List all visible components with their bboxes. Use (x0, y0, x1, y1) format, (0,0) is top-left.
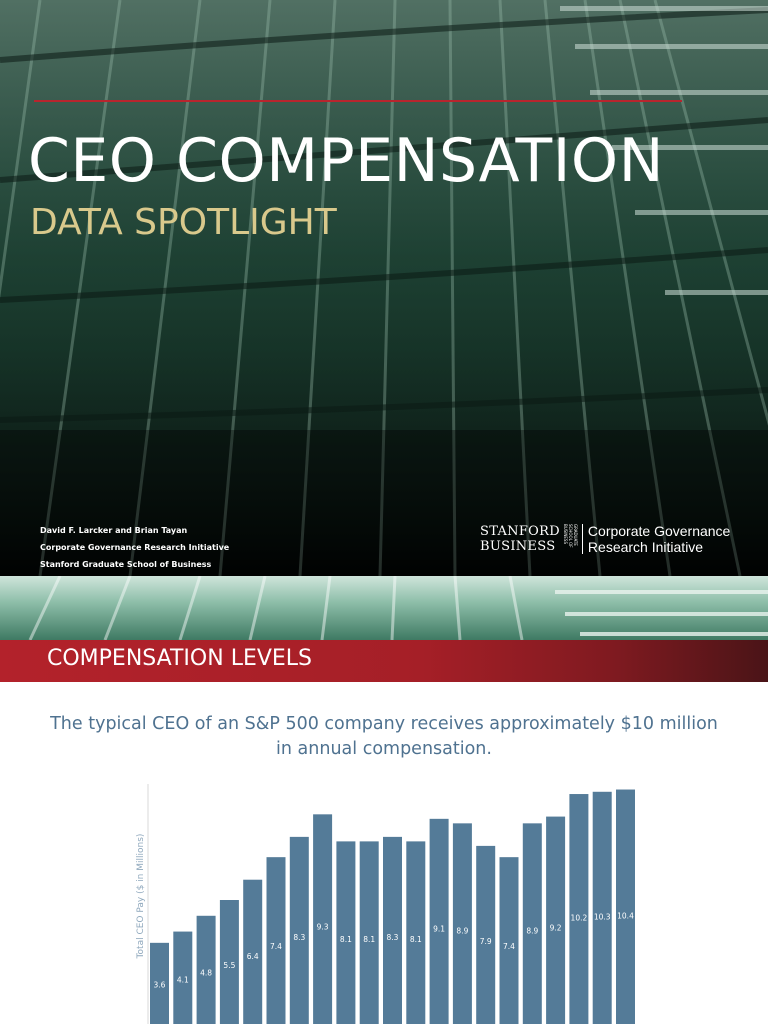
title-accent-line (34, 100, 682, 102)
chart-bar (289, 836, 309, 1024)
section-slide: COMPENSATION LEVELS The typical CEO of a… (0, 576, 768, 1024)
banner-building-photo (0, 576, 768, 640)
slide-subtitle: DATA SPOTLIGHT (30, 202, 337, 243)
chart-bar (173, 931, 193, 1024)
chart-bar (499, 857, 519, 1024)
chart-data-label: 3.6 (154, 980, 166, 989)
cgri-wordmark: Corporate Governance Research Initiative (588, 523, 730, 555)
chart-y-axis-label: Total CEO Pay ($ in Millions) (136, 834, 146, 960)
chart-data-label: 8.9 (456, 927, 468, 936)
chart-data-label: 8.3 (293, 933, 305, 942)
credit-initiative: Corporate Governance Research Initiative (40, 543, 230, 552)
building-facade-background (0, 0, 768, 576)
logo-business-text: BUSINESS (480, 539, 556, 554)
chart-data-label: 10.4 (617, 911, 634, 920)
ceo-pay-bar-chart: Total CEO Pay ($ in Millions) 3.6 4.1 4.8 5… (136, 784, 635, 1024)
chart-bars (150, 789, 635, 1024)
section-banner: COMPENSATION LEVELS (0, 640, 768, 682)
credit-authors: David F. Larcker and Brian Tayan (40, 526, 188, 535)
chart-data-label: 8.9 (526, 927, 538, 936)
chart-data-label: 10.2 (571, 914, 588, 923)
chart-bar (452, 823, 472, 1024)
chart-data-label: 9.2 (550, 924, 562, 933)
chart-bar (196, 915, 216, 1024)
chart-bar (476, 845, 496, 1024)
banner-facade-graphic (28, 576, 768, 640)
chart-data-label: 7.4 (270, 942, 282, 951)
chart-data-label: 7.4 (503, 942, 515, 951)
chart-bar (569, 794, 589, 1024)
chart-data-label: 5.5 (223, 961, 235, 970)
stanford-business-wordmark: STANFORD BUSINESS (480, 524, 560, 554)
chart-bar (383, 836, 402, 1024)
chart-bar (592, 791, 612, 1024)
chart-bar (219, 900, 239, 1024)
chart-bar (522, 823, 542, 1024)
chart-data-label: 7.9 (480, 937, 492, 946)
title-slide: CEO COMPENSATION DATA SPOTLIGHT David F.… (0, 0, 768, 576)
chart-data-label: 9.1 (433, 925, 445, 934)
chart-bar (616, 789, 635, 1024)
slide-title: CEO COMPENSATION (28, 126, 665, 196)
credit-school: Stanford Graduate School of Business (40, 560, 212, 569)
chart-data-label: 6.4 (247, 952, 259, 961)
chart-bar (429, 818, 449, 1024)
chart-headline: The typical CEO of an S&P 500 company re… (50, 714, 718, 759)
chart-data-label: 8.3 (387, 933, 399, 942)
logo-stanford-text: STANFORD (480, 524, 560, 539)
chart-bar (359, 841, 379, 1024)
section-title: COMPENSATION LEVELS (47, 646, 313, 671)
chart-data-label: 8.1 (363, 935, 375, 944)
stanford-cgri-logo: STANFORD BUSINESS GRADUATE SCHOOL OF BUS… (480, 520, 730, 558)
chart-bar (336, 841, 356, 1024)
chart-data-label: 9.3 (317, 923, 329, 932)
logo-cgri-line1: Corporate Governance (587, 523, 731, 539)
logo-cgri-line2: Research Initiative (587, 539, 704, 555)
chart-data-label: 4.8 (200, 968, 212, 977)
chart-data-label: 8.1 (340, 935, 352, 944)
logo-divider (581, 524, 583, 554)
chart-data-label: 4.1 (177, 975, 189, 984)
chart-bar (406, 841, 426, 1024)
chart-bar (266, 857, 286, 1024)
chart-data-labels: 3.6 4.1 4.8 5.5 6.4 7.4 8.3 9.3 8.1 8.1 8.3 8.1 9.1 8… (154, 911, 635, 989)
chart-bar (243, 879, 263, 1024)
chart-bar (313, 814, 333, 1024)
chart-bar (150, 942, 169, 1024)
chart-bar (546, 816, 566, 1024)
author-credits: David F. Larcker and Brian Tayan Corpora… (40, 522, 229, 573)
chart-data-label: 10.3 (594, 913, 611, 922)
logo-gsb-text: GRADUATE SCHOOL OF BUSINESS (562, 524, 578, 548)
chart-data-label: 8.1 (410, 935, 422, 944)
